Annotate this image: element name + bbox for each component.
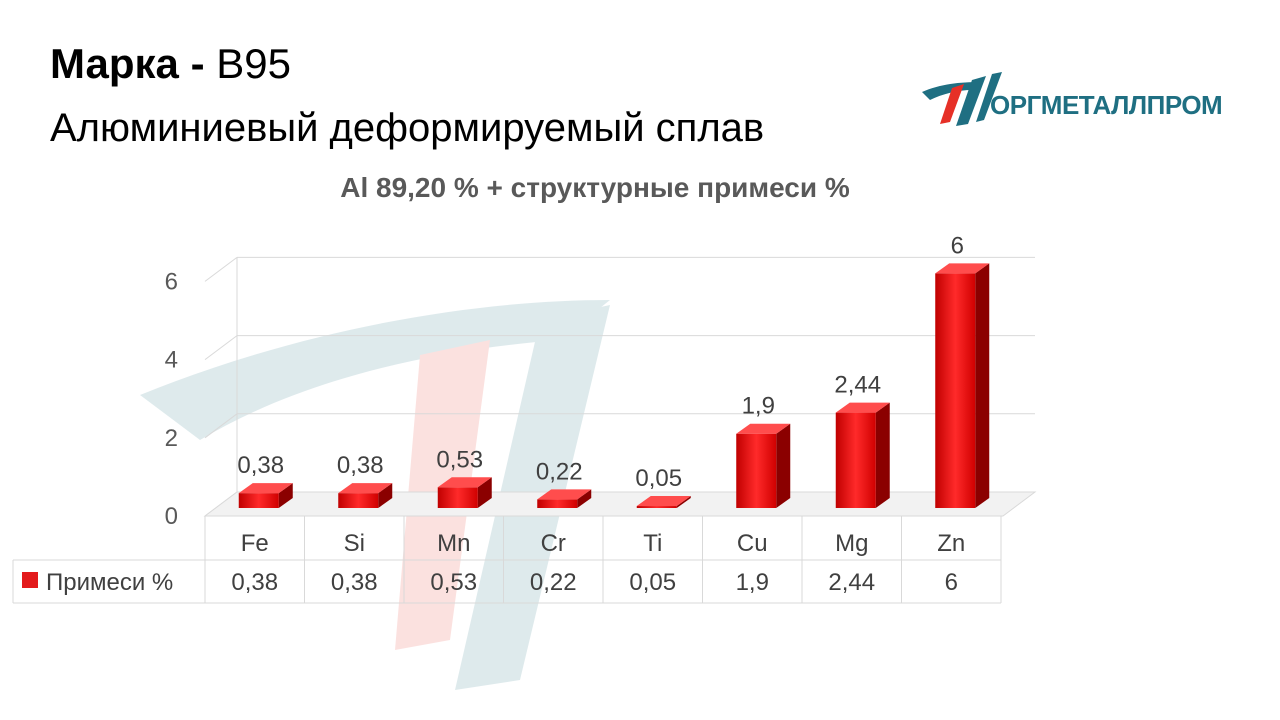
y-tick-label: 6 xyxy=(165,268,178,295)
bar-front xyxy=(437,487,478,508)
table-value: 2,44 xyxy=(828,569,875,596)
data-label: 2,44 xyxy=(834,372,881,399)
table-value: 0,22 xyxy=(530,569,577,596)
table-value: 0,53 xyxy=(430,569,477,596)
category-label: Mg xyxy=(835,530,868,557)
table-value: 0,38 xyxy=(331,569,378,596)
data-label: 0,38 xyxy=(337,452,384,479)
chart-floor xyxy=(203,491,1037,517)
bar-side xyxy=(776,423,791,508)
alloy-type: Алюминиевый деформируемый сплав xyxy=(50,106,765,150)
bar-front xyxy=(935,273,976,508)
logo-text: ОРГМЕТАЛЛПРОМ xyxy=(990,90,1223,120)
data-table: Fe 0,38 Si 0,38 Mn 0,53 Cr 0,22 Ti 0,05 Cu 1,9 Mg 2,4… xyxy=(12,515,1002,604)
bar-side xyxy=(577,489,592,508)
bar-front xyxy=(537,499,578,508)
bar-front xyxy=(736,433,777,508)
bar xyxy=(636,496,691,508)
logo xyxy=(922,72,1002,126)
bar-side xyxy=(278,483,293,508)
data-label: 1,9 xyxy=(742,393,775,420)
bar xyxy=(537,489,592,508)
legend-series-name: Примеси % xyxy=(46,569,173,596)
bar xyxy=(935,263,990,508)
bar xyxy=(835,402,890,508)
bar-top xyxy=(835,402,890,413)
bar-side xyxy=(975,263,990,508)
bar xyxy=(736,423,791,508)
y-tick-label: 2 xyxy=(165,425,178,452)
logo-teal-stroke2-icon xyxy=(976,72,1002,122)
y-axis-ticks: 0 2 4 6 xyxy=(165,268,178,530)
table-value: 1,9 xyxy=(736,569,769,596)
grade-value: В95 xyxy=(216,40,291,87)
category-label: Fe xyxy=(241,530,269,557)
bar-side xyxy=(378,483,393,508)
title-separator: - xyxy=(190,40,205,87)
bar-top xyxy=(636,496,691,507)
bar-top xyxy=(537,489,592,500)
category-label: Mn xyxy=(437,530,470,557)
category-label: Si xyxy=(344,530,365,557)
grid xyxy=(203,256,1037,517)
bar-top xyxy=(935,263,990,274)
legend-swatch xyxy=(22,572,38,588)
category-label: Cu xyxy=(737,530,768,557)
bar-side xyxy=(676,496,691,508)
gridline-side xyxy=(204,256,238,282)
table-value: 0,05 xyxy=(629,569,676,596)
bar-front xyxy=(238,493,279,508)
y-tick-label: 4 xyxy=(165,347,178,374)
watermark-swoosh xyxy=(140,300,610,440)
gridline-side xyxy=(204,335,238,361)
y-tick-label: 0 xyxy=(165,503,178,530)
category-label: Zn xyxy=(937,530,965,557)
data-label: 0,05 xyxy=(635,465,682,492)
logo-teal-stroke-icon xyxy=(956,76,986,126)
category-label: Cr xyxy=(541,530,566,557)
data-label: 0,53 xyxy=(436,446,483,473)
bars xyxy=(238,263,990,508)
page-title: Марка - В95 xyxy=(50,40,291,88)
category-label: Ti xyxy=(643,530,662,557)
brand-label: Марка xyxy=(50,40,179,87)
bar-top xyxy=(437,477,492,488)
table-value: 6 xyxy=(945,569,958,596)
data-labels: 0,38 0,38 0,53 0,22 0,05 1,9 2,44 6 xyxy=(237,232,964,492)
bar-front xyxy=(338,493,379,508)
bar-top xyxy=(736,423,791,434)
chart-title: Al 89,20 % + структурные примеси % xyxy=(340,172,850,203)
table-value: 0,38 xyxy=(231,569,278,596)
bar xyxy=(238,483,293,508)
logo-red-stroke-icon xyxy=(940,84,964,124)
bar-front xyxy=(835,412,876,508)
bar-side xyxy=(875,402,890,508)
bar-side xyxy=(477,477,492,508)
bar xyxy=(338,483,393,508)
data-label: 0,38 xyxy=(237,452,284,479)
bar-top xyxy=(238,483,293,494)
data-label: 6 xyxy=(951,232,964,259)
bar-front xyxy=(636,506,677,508)
bar xyxy=(437,477,492,508)
bar-top xyxy=(338,483,393,494)
gridline-side xyxy=(204,413,238,439)
data-label: 0,22 xyxy=(536,458,583,485)
